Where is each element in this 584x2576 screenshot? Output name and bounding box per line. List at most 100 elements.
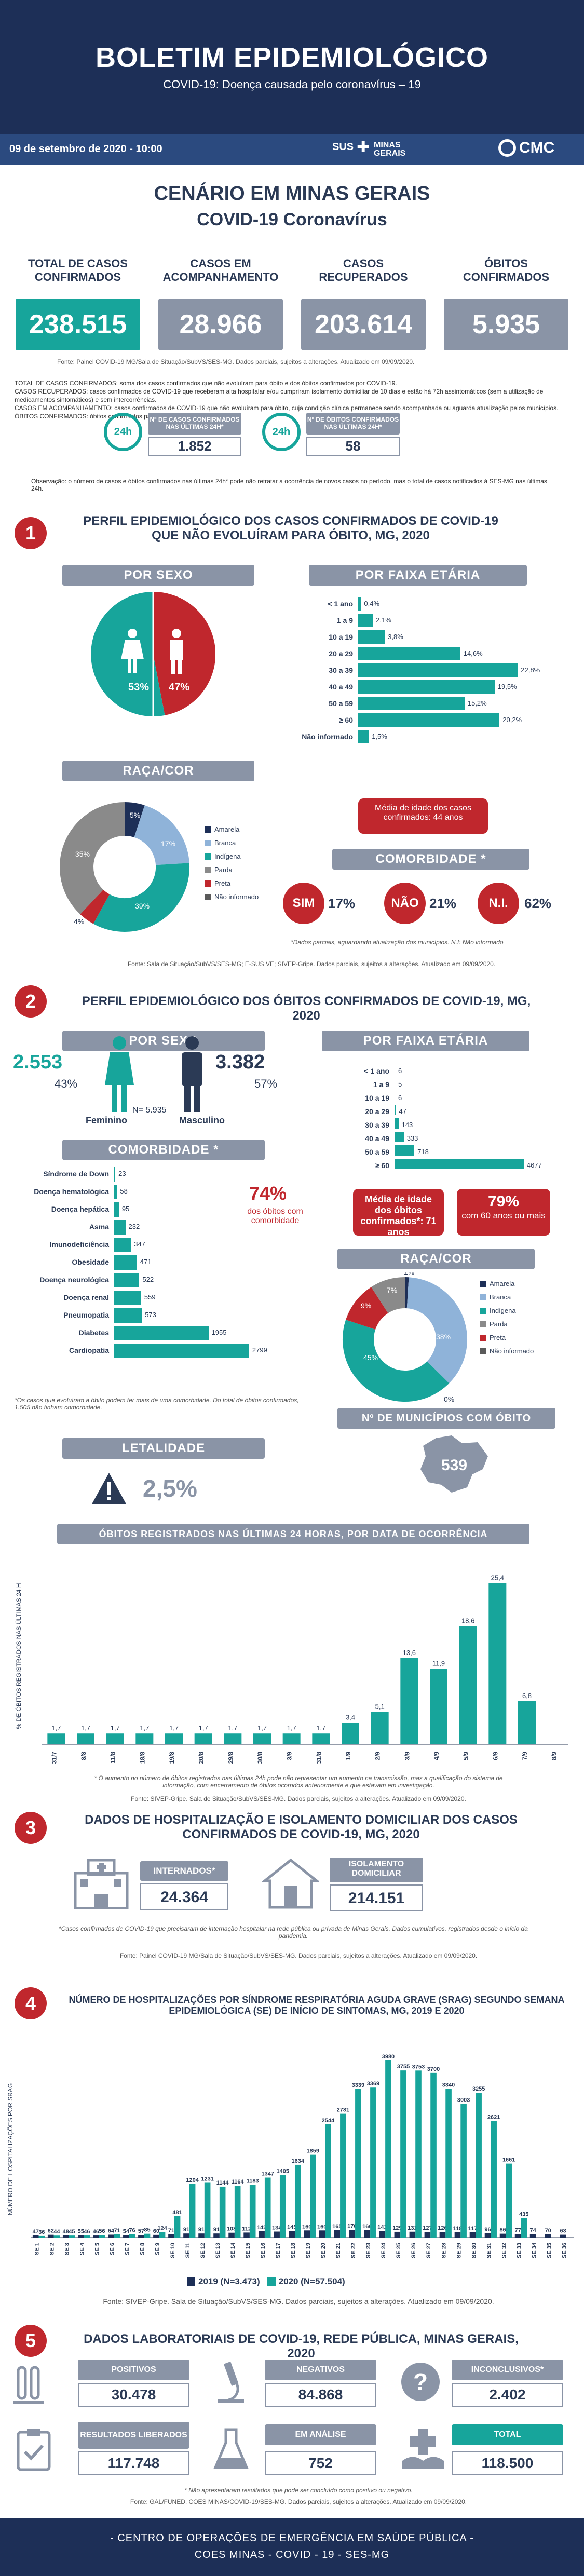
s2-comorb-header: COMORBIDADE * — [62, 1140, 265, 1160]
obitos-data-label: 1,7 — [51, 1724, 61, 1732]
s1-age-value: 2,1% — [376, 616, 391, 624]
legend-swatch — [480, 1348, 486, 1354]
race-label-branca: 17% — [161, 839, 175, 848]
srag-tick-label: SE 1 — [34, 2243, 40, 2255]
card-label-recup: CASOS RECUPERADOS — [319, 257, 408, 283]
s1-age-value: 20,2% — [502, 716, 522, 724]
srag-bar-2020 — [69, 2235, 75, 2238]
legend-2019: 2019 (N=3.473) — [187, 2276, 260, 2287]
srag-data-label: 85 — [144, 2227, 150, 2233]
srag-tick-label: SE 5 — [94, 2243, 101, 2255]
srag-bar-2020 — [159, 2232, 166, 2238]
srag-bar-2020 — [325, 2124, 331, 2238]
srag-tick-label: SE 4 — [79, 2242, 86, 2255]
legend-swatch — [480, 1307, 486, 1314]
legend-2019-label: 2019 (N=3.473) — [198, 2276, 260, 2286]
legend-swatch — [205, 839, 211, 846]
srag-tick-label: SE 29 — [456, 2243, 462, 2258]
s2-comorb-value: 347 — [134, 1240, 145, 1248]
obitos-data-label: 1,7 — [228, 1724, 237, 1732]
note-recovered: CASOS RECUPERADOS: casos confirmados de … — [15, 388, 544, 403]
srag-data-label: 160 — [317, 2224, 327, 2230]
obitos-tick-label: 5/9 — [463, 1752, 470, 1760]
srag-bar-2019 — [394, 2231, 401, 2238]
s2-comorb-label: Doença neurológica — [39, 1276, 109, 1284]
legend-item: Indígena — [480, 1307, 516, 1314]
section-3-title: DADOS DE HOSPITALIZAÇÃO E ISOLAMENTO DOM… — [85, 1813, 518, 1841]
srag-bar-2019 — [454, 2232, 461, 2238]
s2-comorb-label: Diabetes — [78, 1328, 109, 1337]
obitos-bar — [488, 1583, 507, 1744]
s2-age-bar — [395, 1118, 399, 1129]
srag-bar-2019 — [560, 2234, 566, 2238]
s2-comorb-value: 58 — [120, 1187, 128, 1195]
legend-item: Preta — [480, 1334, 506, 1341]
srag-data-label: 3980 — [382, 2054, 395, 2060]
srag-tick-label: SE 10 — [170, 2243, 176, 2258]
srag-bar-2019 — [439, 2232, 446, 2238]
srag-tick-label: SE 2 — [49, 2243, 56, 2255]
race-amarela — [125, 802, 145, 837]
srag-bar-2019 — [168, 2234, 174, 2238]
lab-total-value: 118.500 — [452, 2451, 563, 2475]
srag-data-label: 60 — [153, 2228, 159, 2234]
bulletin-date: 09 de setembro de 2020 - 10:00 — [9, 143, 162, 155]
s1-age-bar — [358, 597, 361, 611]
legend-label: Não informado — [490, 1347, 534, 1355]
srag-bar-2019 — [138, 2235, 144, 2238]
srag-bar-2020 — [310, 2154, 316, 2238]
s1-age-label: 40 a 49 — [329, 683, 353, 691]
obitos-data-label: 1,7 — [287, 1724, 296, 1732]
s1-age-value: 22,8% — [521, 666, 540, 674]
legend-label: Amarela — [490, 1280, 515, 1287]
obitos-tick-label: 1/9 — [345, 1752, 352, 1760]
obitos-tick-label: 30/8 — [256, 1752, 264, 1764]
s2-letalidade-value: 2,5% — [143, 1475, 197, 1502]
card-label-total: TOTAL DE CASOS CONFIRMADOS — [28, 257, 128, 283]
sus-logo-text: SUS — [332, 141, 354, 153]
y-axis-label: NÚMERO DE HOSPITALIZAÇÕES POR SRAG — [6, 2083, 14, 2215]
s1-note: *Dados parciais, aguardando atualização … — [291, 939, 504, 946]
s1-age-bar — [358, 730, 369, 743]
s1-race-legend: Amarela Branca Indígena Parda Preta Não infor… — [205, 825, 298, 914]
srag-tick-label: SE 20 — [320, 2243, 327, 2258]
s1-age-value: 0,4% — [364, 600, 380, 607]
s2-comorb-bar — [114, 1308, 142, 1323]
obitos24-source: Fonte: SIVEP-Gripe. Sala de Situação/Sub… — [131, 1795, 466, 1802]
obitos-bar — [224, 1733, 242, 1744]
srag-data-label: 127 — [423, 2225, 432, 2231]
srag-bar-2019 — [349, 2230, 356, 2238]
srag-data-label: 3753 — [412, 2064, 425, 2070]
srag-data-label: 62 — [48, 2228, 54, 2234]
srag-bar-2020 — [521, 2218, 527, 2238]
female-icon — [105, 1036, 134, 1112]
srag-data-label: 46 — [93, 2229, 99, 2235]
s2-age-label: 30 a 39 — [365, 1121, 389, 1129]
s5-source: Fonte: GAL/FUNED. COES MINAS/COVID-19/SE… — [130, 2498, 467, 2505]
legend-label: Parda — [490, 1320, 508, 1328]
srag-bar-2019 — [32, 2235, 39, 2238]
srag-tick-label: SE 35 — [546, 2243, 552, 2258]
cmc-icon — [498, 139, 516, 157]
footer-line2: COES MINAS - COVID - 19 - SES-MG — [194, 2549, 390, 2560]
question-icon: ? — [401, 2363, 440, 2401]
lab-negativos-label: NEGATIVOS — [265, 2360, 376, 2380]
obitos-data-label: 1,7 — [140, 1724, 149, 1732]
s1-age-value: 1,5% — [372, 733, 387, 740]
obitos-tick-label: 31/8 — [315, 1752, 322, 1764]
s2-comorb-bar — [114, 1326, 209, 1340]
test-tube-icon — [13, 2366, 44, 2404]
s2-n-total: N= 5.935 — [132, 1106, 167, 1115]
section-4-title: NÚMERO DE HOSPITALIZAÇÕES POR SÍNDROME R… — [69, 1995, 565, 2016]
s2-comorb-value: 559 — [144, 1293, 156, 1301]
srag-tick-label: SE 24 — [381, 2242, 387, 2258]
s2-female-count: 2.553 — [13, 1051, 63, 1073]
s5-note: * Não apresentaram resultados que pode s… — [184, 2487, 413, 2494]
header-subtitle: COVID-19: Doença causada pelo coronavíru… — [163, 78, 421, 91]
s2-comorb-value: 95 — [121, 1205, 130, 1213]
lab-inconclusivos-label: INCONCLUSIVOS* — [452, 2360, 563, 2380]
s3-isolamento-value: 214.151 — [330, 1884, 423, 1911]
srag-tick-label: SE 8 — [140, 2243, 146, 2255]
srag-tick-label: SE 22 — [350, 2243, 357, 2258]
s2-comorb-label: Obesidade — [72, 1258, 109, 1266]
